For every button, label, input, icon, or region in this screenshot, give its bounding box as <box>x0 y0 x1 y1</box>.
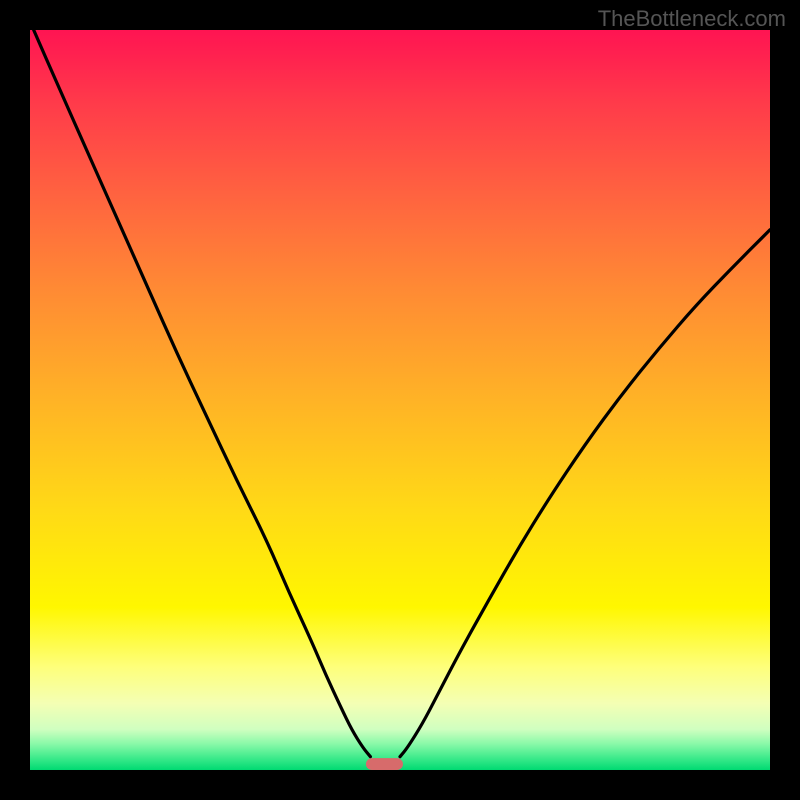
bottleneck-marker <box>366 758 403 770</box>
chart-container: TheBottleneck.com <box>0 0 800 800</box>
gradient-background <box>30 30 770 770</box>
watermark-text: TheBottleneck.com <box>598 6 786 32</box>
chart-svg <box>0 0 800 800</box>
